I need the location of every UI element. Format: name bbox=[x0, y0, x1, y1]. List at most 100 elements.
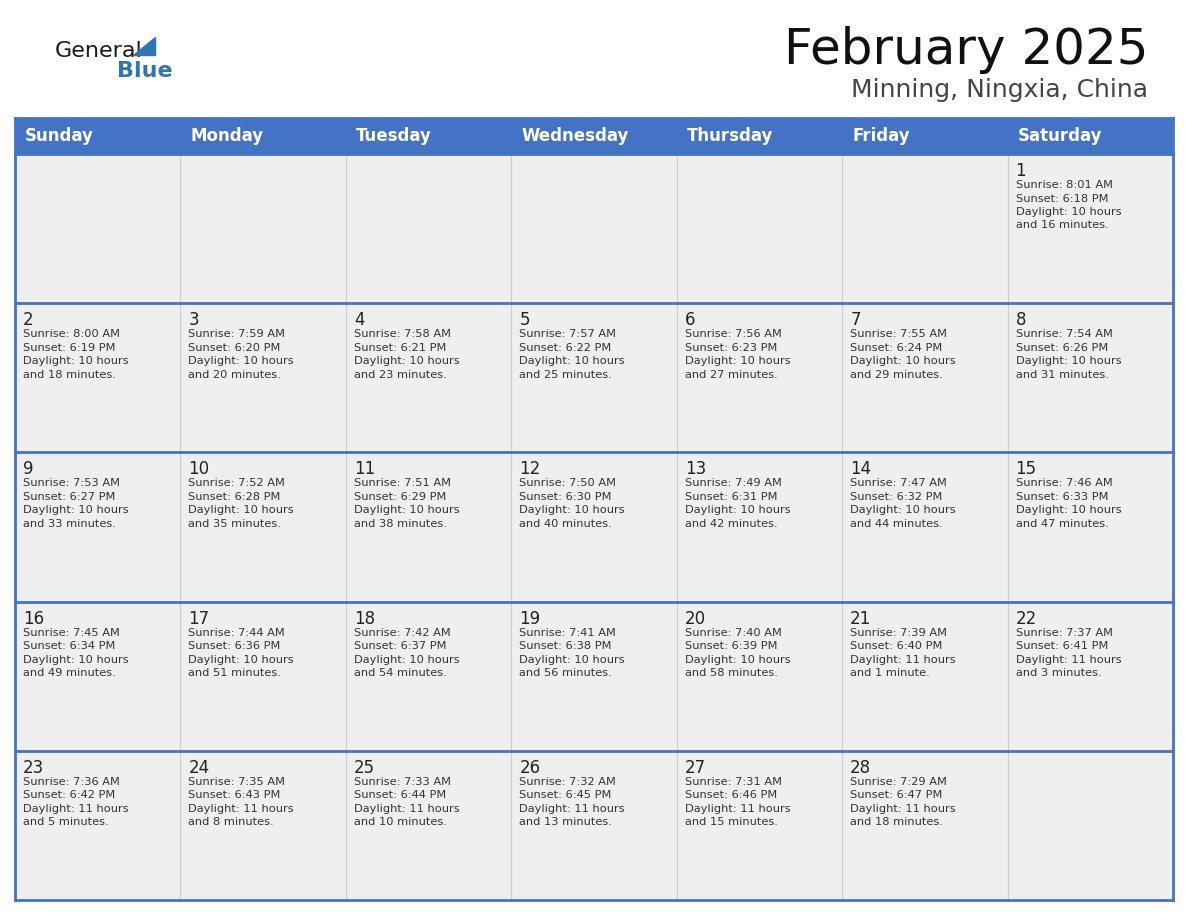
Text: Sunday: Sunday bbox=[25, 127, 94, 145]
Bar bbox=[181, 601, 346, 751]
Bar bbox=[1007, 453, 1173, 601]
Text: and 56 minutes.: and 56 minutes. bbox=[519, 668, 612, 678]
Polygon shape bbox=[133, 37, 154, 55]
Text: Sunrise: 8:01 AM: Sunrise: 8:01 AM bbox=[1016, 180, 1113, 190]
Text: Sunrise: 7:45 AM: Sunrise: 7:45 AM bbox=[23, 628, 120, 638]
Text: 14: 14 bbox=[851, 461, 871, 478]
Bar bbox=[181, 303, 346, 453]
Text: Sunrise: 8:00 AM: Sunrise: 8:00 AM bbox=[23, 330, 120, 339]
Text: Sunrise: 7:35 AM: Sunrise: 7:35 AM bbox=[189, 777, 285, 787]
Text: and 47 minutes.: and 47 minutes. bbox=[1016, 519, 1108, 529]
Bar bbox=[15, 453, 181, 601]
Text: Sunset: 6:33 PM: Sunset: 6:33 PM bbox=[1016, 492, 1108, 502]
Text: Monday: Monday bbox=[190, 127, 264, 145]
Text: and 23 minutes.: and 23 minutes. bbox=[354, 370, 447, 380]
Text: 27: 27 bbox=[684, 759, 706, 777]
Bar bbox=[842, 601, 1007, 751]
Bar bbox=[15, 601, 181, 751]
Text: Sunset: 6:44 PM: Sunset: 6:44 PM bbox=[354, 790, 447, 800]
Text: Sunset: 6:18 PM: Sunset: 6:18 PM bbox=[1016, 194, 1108, 204]
Bar bbox=[1007, 154, 1173, 303]
Bar bbox=[346, 601, 511, 751]
Bar bbox=[181, 751, 346, 900]
Text: Sunrise: 7:52 AM: Sunrise: 7:52 AM bbox=[189, 478, 285, 488]
Text: Sunrise: 7:49 AM: Sunrise: 7:49 AM bbox=[684, 478, 782, 488]
Bar bbox=[15, 751, 181, 900]
Text: and 5 minutes.: and 5 minutes. bbox=[23, 817, 108, 827]
Text: and 27 minutes.: and 27 minutes. bbox=[684, 370, 777, 380]
Bar bbox=[842, 303, 1007, 453]
Text: Sunset: 6:28 PM: Sunset: 6:28 PM bbox=[189, 492, 280, 502]
Text: Wednesday: Wednesday bbox=[522, 127, 628, 145]
Text: Saturday: Saturday bbox=[1018, 127, 1102, 145]
Text: 6: 6 bbox=[684, 311, 695, 330]
Bar bbox=[1007, 601, 1173, 751]
Text: Sunset: 6:39 PM: Sunset: 6:39 PM bbox=[684, 641, 777, 651]
Bar bbox=[15, 118, 1173, 154]
Text: 16: 16 bbox=[23, 610, 44, 628]
Bar bbox=[511, 601, 677, 751]
Text: Sunset: 6:19 PM: Sunset: 6:19 PM bbox=[23, 342, 115, 353]
Bar bbox=[346, 453, 511, 601]
Text: Daylight: 11 hours: Daylight: 11 hours bbox=[189, 804, 295, 813]
Text: 3: 3 bbox=[189, 311, 200, 330]
Text: and 33 minutes.: and 33 minutes. bbox=[23, 519, 116, 529]
Text: Sunrise: 7:47 AM: Sunrise: 7:47 AM bbox=[851, 478, 947, 488]
Text: Sunset: 6:42 PM: Sunset: 6:42 PM bbox=[23, 790, 115, 800]
Text: Sunrise: 7:44 AM: Sunrise: 7:44 AM bbox=[189, 628, 285, 638]
Text: 15: 15 bbox=[1016, 461, 1037, 478]
Text: and 3 minutes.: and 3 minutes. bbox=[1016, 668, 1101, 678]
Text: Daylight: 10 hours: Daylight: 10 hours bbox=[1016, 506, 1121, 515]
Text: Sunrise: 7:41 AM: Sunrise: 7:41 AM bbox=[519, 628, 617, 638]
Text: Sunrise: 7:31 AM: Sunrise: 7:31 AM bbox=[684, 777, 782, 787]
Text: 5: 5 bbox=[519, 311, 530, 330]
Text: Daylight: 10 hours: Daylight: 10 hours bbox=[354, 655, 460, 665]
Bar bbox=[677, 303, 842, 453]
Text: Daylight: 10 hours: Daylight: 10 hours bbox=[23, 356, 128, 366]
Text: Daylight: 10 hours: Daylight: 10 hours bbox=[354, 506, 460, 515]
Text: and 40 minutes.: and 40 minutes. bbox=[519, 519, 612, 529]
Bar bbox=[511, 154, 677, 303]
Text: Sunset: 6:43 PM: Sunset: 6:43 PM bbox=[189, 790, 280, 800]
Text: 23: 23 bbox=[23, 759, 44, 777]
Text: 9: 9 bbox=[23, 461, 33, 478]
Text: Sunset: 6:40 PM: Sunset: 6:40 PM bbox=[851, 641, 942, 651]
Text: Daylight: 11 hours: Daylight: 11 hours bbox=[851, 655, 956, 665]
Text: and 42 minutes.: and 42 minutes. bbox=[684, 519, 777, 529]
Text: Sunrise: 7:46 AM: Sunrise: 7:46 AM bbox=[1016, 478, 1112, 488]
Text: and 38 minutes.: and 38 minutes. bbox=[354, 519, 447, 529]
Bar bbox=[511, 751, 677, 900]
Text: 22: 22 bbox=[1016, 610, 1037, 628]
Text: Daylight: 11 hours: Daylight: 11 hours bbox=[684, 804, 790, 813]
Text: Sunset: 6:41 PM: Sunset: 6:41 PM bbox=[1016, 641, 1108, 651]
Text: Sunrise: 7:51 AM: Sunrise: 7:51 AM bbox=[354, 478, 451, 488]
Text: Sunset: 6:30 PM: Sunset: 6:30 PM bbox=[519, 492, 612, 502]
Text: General: General bbox=[55, 41, 143, 61]
Text: 11: 11 bbox=[354, 461, 375, 478]
Bar bbox=[346, 154, 511, 303]
Text: Sunrise: 7:55 AM: Sunrise: 7:55 AM bbox=[851, 330, 947, 339]
Text: Sunset: 6:24 PM: Sunset: 6:24 PM bbox=[851, 342, 942, 353]
Text: Daylight: 11 hours: Daylight: 11 hours bbox=[851, 804, 956, 813]
Bar bbox=[677, 601, 842, 751]
Bar bbox=[346, 751, 511, 900]
Text: Sunrise: 7:32 AM: Sunrise: 7:32 AM bbox=[519, 777, 617, 787]
Text: Daylight: 10 hours: Daylight: 10 hours bbox=[684, 356, 790, 366]
Text: and 8 minutes.: and 8 minutes. bbox=[189, 817, 274, 827]
Text: 13: 13 bbox=[684, 461, 706, 478]
Text: Sunset: 6:22 PM: Sunset: 6:22 PM bbox=[519, 342, 612, 353]
Text: Daylight: 10 hours: Daylight: 10 hours bbox=[189, 506, 295, 515]
Bar bbox=[511, 303, 677, 453]
Text: and 20 minutes.: and 20 minutes. bbox=[189, 370, 282, 380]
Text: and 25 minutes.: and 25 minutes. bbox=[519, 370, 612, 380]
Text: and 44 minutes.: and 44 minutes. bbox=[851, 519, 943, 529]
Text: Tuesday: Tuesday bbox=[356, 127, 431, 145]
Text: Sunrise: 7:33 AM: Sunrise: 7:33 AM bbox=[354, 777, 451, 787]
Bar bbox=[677, 154, 842, 303]
Text: and 18 minutes.: and 18 minutes. bbox=[23, 370, 116, 380]
Text: Daylight: 11 hours: Daylight: 11 hours bbox=[23, 804, 128, 813]
Text: 25: 25 bbox=[354, 759, 375, 777]
Text: Sunset: 6:31 PM: Sunset: 6:31 PM bbox=[684, 492, 777, 502]
Text: Sunrise: 7:36 AM: Sunrise: 7:36 AM bbox=[23, 777, 120, 787]
Text: Sunset: 6:29 PM: Sunset: 6:29 PM bbox=[354, 492, 447, 502]
